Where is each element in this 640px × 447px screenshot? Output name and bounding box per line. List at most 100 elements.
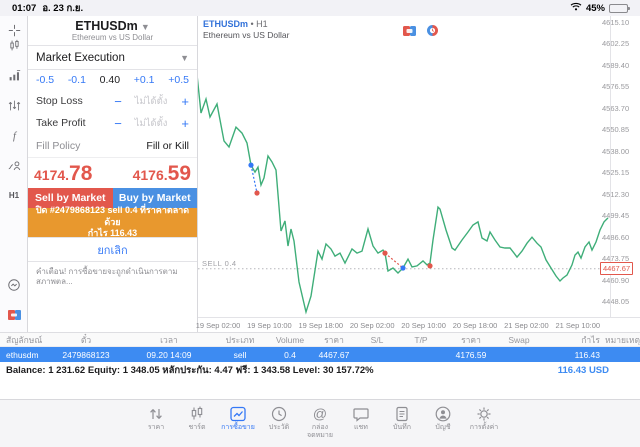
tab-mailbox[interactable]: @ กล่องจดหมาย <box>307 405 333 439</box>
take-profit-row: Take Profit − ไม่ได้ตั้ง + <box>28 112 197 134</box>
position-cell: 09.20 14:09 <box>146 349 192 360</box>
time-axis-label: 20 Sep 10:00 <box>401 321 446 330</box>
sell-by-market-button[interactable]: Sell by Market <box>28 188 113 208</box>
deal-marker <box>400 265 406 271</box>
take-profit-increase-button[interactable]: + <box>181 115 189 131</box>
column-header: Swap <box>508 334 530 345</box>
status-bar: 01:07 อ. 23 ก.ย. 45% <box>0 0 640 16</box>
function-icon[interactable]: f <box>6 127 22 143</box>
column-header: Volume <box>275 334 305 345</box>
price-axis-label: 4538.00 <box>602 146 630 156</box>
quotes-icon <box>150 409 162 419</box>
time-axis-label: 19 Sep 02:00 <box>195 321 241 330</box>
price-axis-label: 4512.30 <box>602 189 630 199</box>
chat-bubble-icon <box>353 408 369 422</box>
column-header: กำไร <box>581 334 600 345</box>
price-axis-label: 4563.70 <box>602 103 630 113</box>
gear-icon <box>477 407 491 421</box>
account-summary-text: Balance: 1 231.62 Equity: 1 348.05 หลักป… <box>6 365 374 376</box>
position-cell: sell <box>233 349 247 360</box>
trade-warning-text: คำเตือน! การซื้อขายจะถูกดำเนินการตามสภาพ… <box>36 267 178 286</box>
tab-account[interactable]: บัญชี <box>423 405 464 447</box>
time-axis-label: 19 Sep 18:00 <box>298 321 344 330</box>
order-type-value: Market Execution <box>36 51 125 64</box>
flag-indicator-icon[interactable] <box>403 23 416 41</box>
chart-type-icon[interactable] <box>6 37 22 53</box>
battery-icon <box>609 3 630 13</box>
stop-loss-increase-button[interactable]: + <box>181 93 189 109</box>
symbol-selector[interactable]: ETHUSDm ▼ Ethereum vs US Dollar <box>28 16 197 46</box>
position-cell: 2479868123 <box>62 349 110 360</box>
time-axis-label: 20 Sep 18:00 <box>452 321 498 330</box>
cancel-button[interactable]: ยกเลิก <box>28 237 197 262</box>
volume-inc-large-button[interactable]: +0.5 <box>168 74 189 86</box>
tab-quotes[interactable]: ราคา <box>136 405 177 447</box>
bid-ask-row: 4174.78 4176.59 <box>28 158 197 188</box>
time-axis-label: 21 Sep 02:00 <box>504 321 549 330</box>
volume-dec-small-button[interactable]: -0.1 <box>67 74 86 86</box>
order-type-selector[interactable]: Market Execution ▼ <box>28 46 197 70</box>
spacer <box>0 379 640 399</box>
history-clock-icon <box>271 406 287 422</box>
account-person-icon <box>435 406 451 422</box>
charts-icon <box>191 406 203 420</box>
buy-by-market-button[interactable]: Buy by Market <box>112 188 197 208</box>
indicators-icon[interactable] <box>6 67 22 83</box>
position-cell: 4176.59 <box>455 349 487 360</box>
tab-journal[interactable]: บันทึก <box>382 405 423 447</box>
time-axis-separator <box>198 317 640 318</box>
chevron-down-icon: ▼ <box>180 52 189 63</box>
wifi-icon <box>570 2 582 14</box>
fill-policy-value: Fill or Kill <box>146 139 189 152</box>
volume-value[interactable]: 0.40 <box>99 74 121 86</box>
price-axis-separator <box>610 16 611 317</box>
trade-levels-icon[interactable] <box>6 157 22 173</box>
price-axis-label: 4499.45 <box>602 211 630 220</box>
tab-trade[interactable]: การซื้อขาย <box>218 405 259 447</box>
close-position-notice: ปิด #2479868123 sell 0.4 ที่ราคาตลาดด้วย… <box>28 205 197 238</box>
bid-price: 4174.78 <box>34 162 93 185</box>
sell-position-label: SELL 0.4 <box>202 258 237 268</box>
tab-charts[interactable]: ชาร์ต <box>177 405 218 447</box>
take-profit-decrease-button[interactable]: − <box>114 115 122 131</box>
price-axis-label: 4486.60 <box>602 232 630 242</box>
column-header: หมายเหตุ <box>605 334 640 345</box>
trade-icon <box>230 406 246 422</box>
stop-loss-label: Stop Loss <box>36 95 83 107</box>
crosshair-icon[interactable] <box>6 22 22 38</box>
chart-panel[interactable]: ETHUSDm • H1 Ethereum vs US Dollar 4615.… <box>195 16 640 332</box>
timeframe-button[interactable]: H1 <box>8 190 20 200</box>
stop-loss-row: Stop Loss − ไม่ได้ตั้ง + <box>28 90 197 112</box>
column-header: S/L <box>370 334 384 345</box>
volume-dec-large-button[interactable]: -0.5 <box>36 74 55 86</box>
tab-history[interactable]: ประวัติ <box>259 405 300 447</box>
journal-icon[interactable] <box>6 277 22 293</box>
journal-icon <box>396 406 408 422</box>
price-axis-label: 4473.75 <box>602 254 630 263</box>
chart-header: ETHUSDm • H1 Ethereum vs US Dollar <box>203 19 289 41</box>
tab-chat[interactable]: แชท <box>341 405 382 447</box>
battery-percent: 45% <box>585 2 605 14</box>
column-header: ประเภท <box>225 334 255 345</box>
symbol-description: Ethereum vs US Dollar <box>71 33 154 42</box>
objects-icon[interactable] <box>6 97 22 113</box>
order-panel: ETHUSDm ▼ Ethereum vs US Dollar Market E… <box>28 16 198 332</box>
price-axis-label: 4602.25 <box>602 39 630 48</box>
position-cell: ethusdm <box>6 349 39 360</box>
take-profit-field[interactable]: ไม่ได้ตั้ง <box>134 117 168 129</box>
price-chart[interactable] <box>198 16 610 317</box>
chart-symbol: ETHUSDm <box>203 19 249 29</box>
one-click-trading-icon[interactable] <box>6 307 22 323</box>
bottom-tab-bar: ราคา ชาร์ต การซื้อขาย ประวัติ @ กล่องจดห… <box>0 399 640 447</box>
session-clock-icon[interactable] <box>427 23 438 41</box>
status-date: อ. 23 ก.ย. <box>42 2 84 14</box>
fill-policy-row[interactable]: Fill Policy Fill or Kill <box>28 134 197 158</box>
volume-inc-small-button[interactable]: +0.1 <box>133 74 155 86</box>
position-row[interactable]: ethusdm 2479868123 09.20 14:09 sell 0.4 4467.… <box>0 347 640 362</box>
tab-settings[interactable]: การตั้งค่า <box>464 405 505 447</box>
stop-loss-field[interactable]: ไม่ได้ตั้ง <box>134 95 168 107</box>
stop-loss-decrease-button[interactable]: − <box>114 93 122 109</box>
svg-text:f: f <box>13 131 18 142</box>
price-axis-label: 4576.55 <box>602 82 630 91</box>
